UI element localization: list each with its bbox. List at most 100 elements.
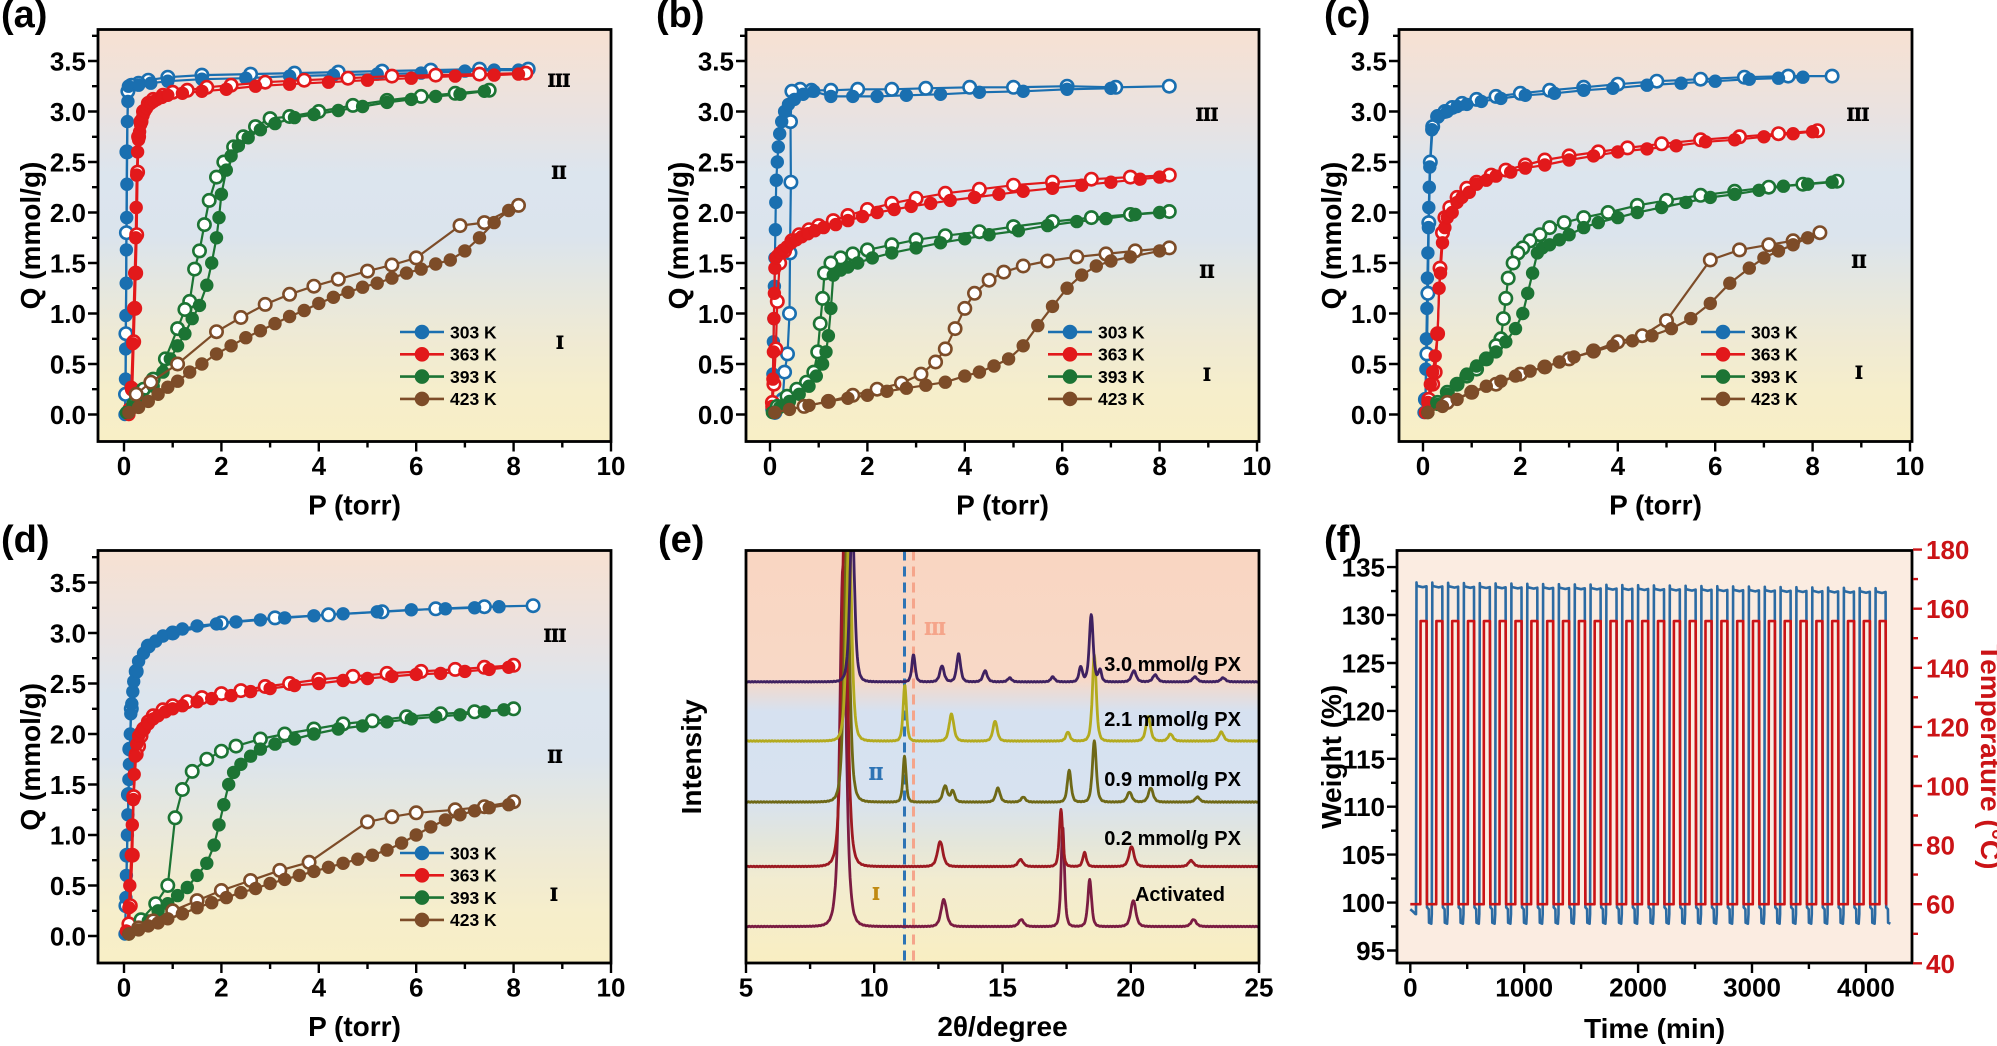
svg-text:6: 6 — [409, 451, 423, 481]
svg-text:2.5: 2.5 — [50, 148, 86, 178]
svg-text:(e): (e) — [658, 519, 704, 561]
svg-text:0: 0 — [117, 451, 131, 481]
svg-text:115: 115 — [1343, 744, 1385, 774]
svg-text:4: 4 — [958, 451, 973, 481]
svg-text:125: 125 — [1342, 649, 1385, 679]
svg-text:25: 25 — [1245, 973, 1274, 1003]
svg-text:4: 4 — [312, 451, 327, 481]
svg-text:0.5: 0.5 — [50, 350, 86, 380]
svg-text:303 K: 303 K — [1098, 322, 1145, 342]
svg-text:0.9 mmol/g PX: 0.9 mmol/g PX — [1104, 769, 1241, 791]
svg-text:I: I — [556, 333, 563, 354]
svg-text:2: 2 — [1513, 451, 1527, 481]
svg-text:6: 6 — [1055, 451, 1069, 481]
svg-text:423 K: 423 K — [450, 389, 497, 409]
svg-text:363 K: 363 K — [1751, 345, 1798, 365]
svg-text:I: I — [550, 885, 557, 906]
svg-text:0: 0 — [1416, 451, 1430, 481]
svg-text:0.5: 0.5 — [698, 350, 734, 380]
svg-text:3.0: 3.0 — [698, 97, 734, 127]
svg-text:2: 2 — [214, 973, 228, 1003]
svg-text:P (torr): P (torr) — [308, 490, 401, 521]
svg-text:P (torr): P (torr) — [308, 1011, 401, 1042]
svg-text:3.5: 3.5 — [50, 47, 86, 77]
svg-text:II: II — [1852, 252, 1867, 273]
svg-text:15: 15 — [988, 973, 1017, 1003]
svg-text:2.5: 2.5 — [1351, 148, 1387, 178]
svg-text:3.5: 3.5 — [698, 47, 734, 77]
svg-text:Q (mmol/g): Q (mmol/g) — [15, 162, 46, 310]
svg-text:10: 10 — [860, 973, 889, 1003]
svg-text:3.5: 3.5 — [1351, 47, 1387, 77]
svg-text:423 K: 423 K — [450, 910, 497, 930]
svg-text:160: 160 — [1926, 594, 1969, 624]
svg-text:0.0: 0.0 — [50, 922, 86, 952]
svg-text:III: III — [544, 626, 566, 647]
svg-text:0.0: 0.0 — [698, 400, 734, 430]
svg-text:1.5: 1.5 — [50, 770, 86, 800]
svg-text:110: 110 — [1343, 792, 1385, 822]
svg-text:6: 6 — [1708, 451, 1722, 481]
svg-text:III: III — [1847, 105, 1869, 126]
svg-text:8: 8 — [506, 973, 520, 1003]
svg-text:2: 2 — [214, 451, 228, 481]
svg-text:III: III — [1196, 105, 1218, 126]
svg-text:1.0: 1.0 — [50, 299, 86, 329]
svg-text:1.5: 1.5 — [698, 249, 734, 279]
svg-text:20: 20 — [1116, 973, 1145, 1003]
svg-text:60: 60 — [1926, 890, 1955, 920]
svg-text:140: 140 — [1926, 653, 1969, 683]
svg-text:180: 180 — [1926, 535, 1969, 565]
svg-text:1.0: 1.0 — [50, 821, 86, 851]
svg-text:130: 130 — [1342, 601, 1385, 631]
svg-text:I: I — [1855, 363, 1862, 384]
svg-text:6: 6 — [409, 973, 423, 1003]
svg-text:III: III — [548, 71, 570, 92]
svg-text:(f): (f) — [1324, 519, 1362, 561]
svg-text:2.1 mmol/g PX: 2.1 mmol/g PX — [1104, 709, 1241, 731]
svg-text:5: 5 — [739, 973, 753, 1003]
svg-text:120: 120 — [1926, 712, 1969, 742]
svg-text:III: III — [924, 619, 945, 639]
svg-text:105: 105 — [1342, 840, 1385, 870]
svg-text:(a): (a) — [1, 0, 47, 36]
svg-text:3.0: 3.0 — [50, 619, 86, 649]
svg-text:2.0: 2.0 — [50, 720, 86, 750]
svg-text:423 K: 423 K — [1751, 389, 1798, 409]
svg-text:363 K: 363 K — [450, 345, 497, 365]
svg-text:II: II — [1200, 262, 1215, 283]
svg-text:303 K: 303 K — [1751, 322, 1798, 342]
svg-text:2000: 2000 — [1609, 973, 1667, 1003]
svg-text:P (torr): P (torr) — [956, 490, 1049, 521]
svg-text:0: 0 — [1403, 973, 1417, 1003]
svg-text:95: 95 — [1356, 936, 1385, 966]
svg-text:10: 10 — [1243, 451, 1272, 481]
svg-text:P (torr): P (torr) — [1609, 490, 1702, 521]
svg-text:2θ/degree: 2θ/degree — [937, 1011, 1067, 1042]
svg-text:363 K: 363 K — [450, 866, 497, 886]
svg-text:1.5: 1.5 — [1351, 249, 1387, 279]
svg-text:4: 4 — [312, 973, 327, 1003]
svg-text:(b): (b) — [656, 0, 705, 36]
svg-text:2.5: 2.5 — [698, 148, 734, 178]
svg-text:(d): (d) — [1, 519, 50, 561]
svg-text:0: 0 — [763, 451, 777, 481]
svg-text:II: II — [552, 163, 567, 184]
svg-text:10: 10 — [1896, 451, 1925, 481]
svg-text:1.5: 1.5 — [50, 249, 86, 279]
svg-text:423 K: 423 K — [1098, 389, 1145, 409]
svg-text:3.0 mmol/g PX: 3.0 mmol/g PX — [1104, 654, 1241, 676]
svg-text:40: 40 — [1926, 949, 1955, 979]
svg-text:Q (mmol/g): Q (mmol/g) — [1316, 162, 1347, 310]
svg-text:363 K: 363 K — [1098, 345, 1145, 365]
svg-text:0.0: 0.0 — [50, 400, 86, 430]
svg-text:4: 4 — [1611, 451, 1626, 481]
svg-text:0.5: 0.5 — [50, 871, 86, 901]
svg-text:I: I — [1203, 365, 1210, 386]
svg-text:Time (min): Time (min) — [1584, 1013, 1725, 1044]
svg-text:100: 100 — [1926, 772, 1969, 802]
svg-text:8: 8 — [1805, 451, 1819, 481]
svg-text:393 K: 393 K — [450, 367, 497, 387]
svg-text:Activated: Activated — [1135, 884, 1225, 906]
svg-text:1.0: 1.0 — [1351, 299, 1387, 329]
